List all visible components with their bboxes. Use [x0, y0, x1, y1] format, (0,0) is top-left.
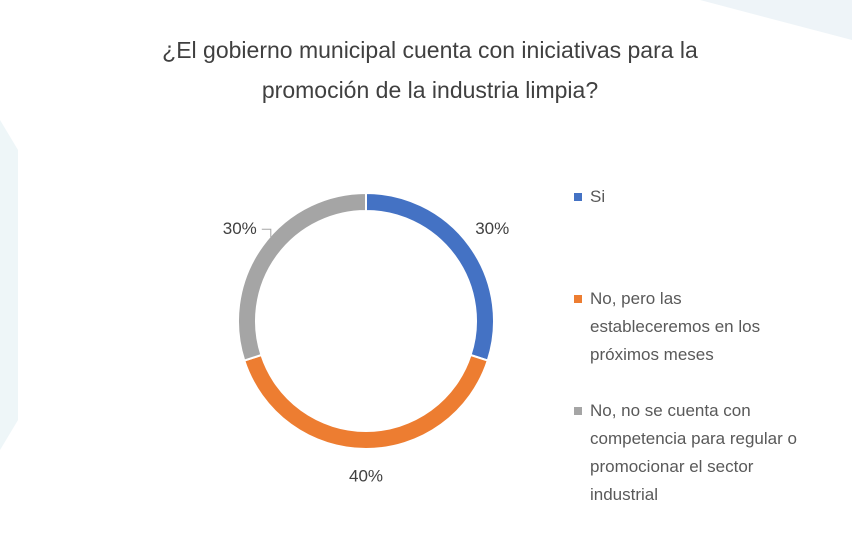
legend-swatch: [574, 193, 582, 201]
data-label: 30%: [475, 219, 509, 238]
decoration: [700, 0, 852, 40]
plot-area: 30% 40% 30%: [223, 191, 509, 485]
leader-line: [261, 228, 272, 238]
decoration: [0, 120, 18, 450]
legend: Si No, pero las estableceremos en los pró…: [572, 183, 802, 509]
legend-swatch: [574, 407, 582, 415]
legend-label: Si: [590, 187, 606, 206]
data-label: 40%: [349, 466, 383, 485]
legend-item: No, no se cuenta con competencia para re…: [572, 397, 802, 509]
donut-slice: [237, 191, 367, 362]
legend-item: Si: [572, 183, 802, 211]
legend-label: No, pero las estableceremos en los próxi…: [590, 289, 761, 364]
legend-label: No, no se cuenta con competencia para re…: [590, 401, 797, 504]
data-label: 30%: [223, 219, 257, 238]
legend-swatch: [574, 295, 582, 303]
legend-item: No, pero las estableceremos en los próxi…: [572, 285, 802, 369]
chart-title: ¿El gobierno municipal cuenta con inicia…: [162, 37, 698, 103]
